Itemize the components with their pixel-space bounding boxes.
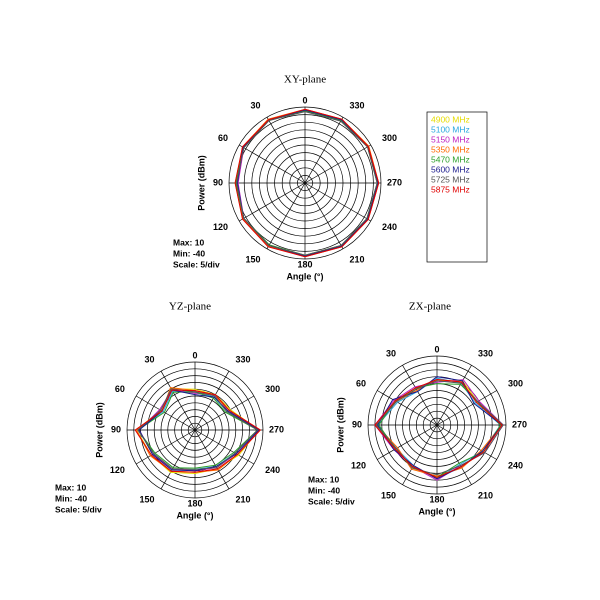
angle-tick-label: 330	[235, 354, 250, 364]
angle-tick-label: 0	[192, 350, 197, 360]
legend-entry: 4900 MHz	[431, 114, 470, 124]
annotation: Max: 10	[55, 482, 86, 492]
legend-entry: 5150 MHz	[431, 134, 470, 144]
angle-tick-label: 150	[246, 254, 261, 264]
grid-spoke	[239, 144, 306, 184]
angle-tick-label: 330	[349, 100, 364, 110]
angle-tick-label: 120	[351, 460, 366, 470]
angle-tick-label: 150	[381, 490, 396, 500]
y-axis-label: Power (dBm)	[335, 397, 345, 453]
chart-title: YZ-plane	[169, 301, 211, 313]
angle-tick-label: 120	[110, 465, 125, 475]
annotation: Min: -40	[308, 485, 340, 495]
annotation: Scale: 5/div	[308, 496, 355, 506]
angle-tick-label: 60	[218, 133, 228, 143]
legend-entry: 5100 MHz	[431, 124, 470, 134]
grid-spoke	[377, 424, 438, 460]
annotation: Scale: 5/div	[55, 504, 102, 514]
chart-title: ZX-plane	[409, 301, 451, 313]
angle-tick-label: 300	[382, 133, 397, 143]
grid-spoke	[304, 182, 344, 249]
grid-spoke	[436, 424, 472, 485]
grid-spoke	[194, 429, 255, 465]
angle-tick-label: 210	[478, 490, 493, 500]
grid-spoke	[266, 117, 306, 184]
angle-tick-label: 270	[387, 177, 402, 187]
legend-entry: 5350 MHz	[431, 144, 470, 154]
series-line	[137, 388, 259, 470]
chart-title: XY-plane	[284, 74, 326, 86]
x-axis-label: Angle (°)	[418, 506, 455, 516]
legend-entry: 5725 MHz	[431, 174, 470, 184]
series-line	[135, 388, 260, 475]
grid-spoke	[436, 424, 497, 460]
grid-spoke	[304, 117, 344, 184]
annotation: Min: -40	[55, 493, 87, 503]
angle-tick-label: 300	[265, 384, 280, 394]
angle-tick-label: 0	[434, 344, 439, 354]
grid-spoke	[266, 182, 306, 249]
legend-entry: 5875 MHz	[431, 184, 470, 194]
angle-tick-label: 180	[429, 494, 444, 504]
series-line	[374, 379, 504, 481]
grid-spoke	[135, 429, 196, 465]
angle-tick-label: 240	[265, 465, 280, 475]
angle-tick-label: 30	[145, 354, 155, 364]
legend-entry: 5600 MHz	[431, 164, 470, 174]
grid-spoke	[304, 182, 371, 222]
grid-spoke	[377, 390, 438, 426]
grid-spoke	[402, 365, 438, 426]
series-line	[374, 378, 503, 478]
angle-tick-label: 150	[140, 494, 155, 504]
angle-tick-label: 60	[115, 384, 125, 394]
angle-tick-label: 30	[386, 348, 396, 358]
angle-tick-label: 270	[512, 419, 527, 429]
grid-spoke	[194, 370, 230, 431]
angle-tick-label: 90	[111, 424, 121, 434]
grid-spoke	[239, 182, 306, 222]
grid-spoke	[194, 429, 230, 490]
grid-spoke	[194, 395, 255, 431]
angle-tick-label: 30	[251, 100, 261, 110]
grid-spoke	[402, 424, 438, 485]
angle-tick-label: 210	[349, 254, 364, 264]
grid-spoke	[436, 365, 472, 426]
series-line	[375, 380, 504, 476]
angle-tick-label: 90	[352, 419, 362, 429]
legend-entry: 5470 MHz	[431, 154, 470, 164]
grid-spoke	[436, 390, 497, 426]
grid-spoke	[304, 144, 371, 184]
y-axis-label: Power (dBm)	[196, 155, 206, 211]
angle-tick-label: 90	[213, 177, 223, 187]
annotation: Max: 10	[173, 237, 204, 247]
angle-tick-label: 240	[382, 222, 397, 232]
legend-box	[426, 111, 488, 263]
grid-spoke	[135, 395, 196, 431]
angle-tick-label: 330	[478, 348, 493, 358]
angle-tick-label: 60	[356, 378, 366, 388]
x-axis-label: Angle (°)	[176, 510, 213, 520]
angle-tick-label: 270	[269, 424, 284, 434]
grid-spoke	[160, 370, 196, 431]
angle-tick-label: 210	[235, 494, 250, 504]
annotation: Max: 10	[308, 474, 339, 484]
series-line	[137, 391, 259, 469]
annotation: Scale: 5/div	[173, 259, 220, 269]
angle-tick-label: 180	[297, 259, 312, 269]
y-axis-label: Power (dBm)	[94, 402, 104, 458]
angle-tick-label: 240	[508, 460, 523, 470]
series-line	[234, 108, 380, 258]
angle-tick-label: 120	[213, 222, 228, 232]
angle-tick-label: 300	[508, 378, 523, 388]
grid-spoke	[160, 429, 196, 490]
angle-tick-label: 0	[302, 95, 307, 105]
series-line	[236, 111, 378, 256]
series-line	[134, 389, 262, 473]
series-line	[377, 376, 503, 480]
annotation: Min: -40	[173, 248, 205, 258]
x-axis-label: Angle (°)	[286, 271, 323, 281]
angle-tick-label: 180	[187, 498, 202, 508]
